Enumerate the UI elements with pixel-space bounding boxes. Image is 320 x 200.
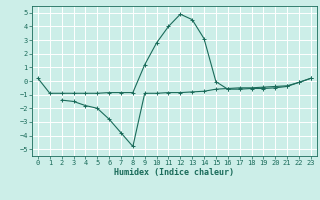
X-axis label: Humidex (Indice chaleur): Humidex (Indice chaleur): [115, 168, 234, 177]
